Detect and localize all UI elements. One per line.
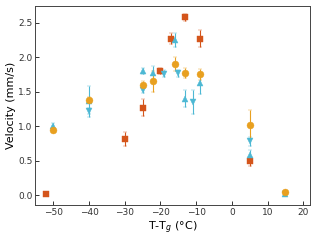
X-axis label: T-T$_g$ (°C): T-T$_g$ (°C): [148, 220, 198, 236]
Y-axis label: Velocity (mm/s): Velocity (mm/s): [6, 62, 15, 149]
